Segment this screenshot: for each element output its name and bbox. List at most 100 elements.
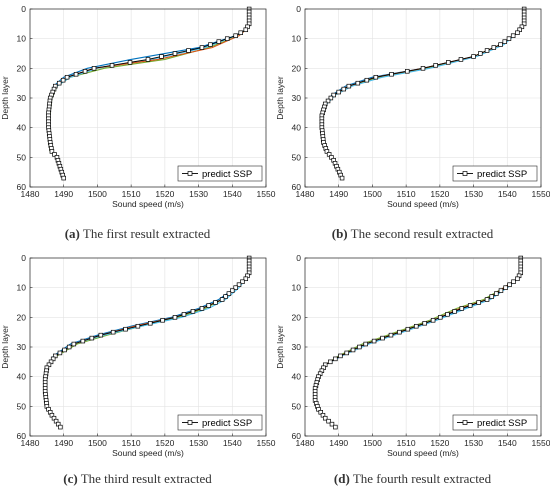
- caption-d: (d) The fourth result extracted: [275, 471, 550, 487]
- x-tick-label: 1530: [464, 438, 483, 448]
- y-tick-label: 40: [17, 372, 27, 382]
- data-point-marker: [498, 288, 504, 293]
- data-point-marker: [240, 279, 245, 284]
- x-tick-label: 1510: [397, 438, 416, 448]
- data-point-marker: [389, 72, 394, 77]
- x-tick-label: 1540: [223, 438, 242, 448]
- y-tick-label: 60: [17, 182, 27, 192]
- x-axis-label: Sound speed (m/s): [387, 199, 459, 209]
- x-tick-label: 1490: [54, 189, 73, 199]
- data-point-marker: [243, 276, 249, 282]
- data-point-marker: [199, 306, 205, 311]
- data-point-marker: [243, 27, 249, 33]
- x-tick-label: 1540: [223, 189, 242, 199]
- caption-a: (a) The first result extracted: [0, 226, 275, 242]
- chart-b: 1480 1490 1500 1510 1520 1530 1540 1550 0 10 20 30 4…: [275, 4, 550, 209]
- x-tick-label: 1480: [296, 189, 315, 199]
- y-tick-label: 20: [292, 312, 302, 322]
- data-point-marker: [62, 347, 67, 353]
- legend-box: [452, 414, 538, 431]
- y-tick-label: 10: [292, 34, 302, 44]
- x-tick-label: 1510: [122, 438, 141, 448]
- data-point-marker: [346, 83, 352, 89]
- data-point-marker: [388, 332, 394, 338]
- x-tick-label: 1500: [88, 189, 107, 199]
- y-tick-label: 50: [292, 152, 302, 162]
- x-tick-label: 1510: [122, 189, 141, 199]
- y-tick-label: 0: [21, 253, 26, 263]
- data-point-marker: [233, 285, 238, 290]
- x-tick-label: 1540: [498, 438, 517, 448]
- data-point-marker: [507, 282, 512, 287]
- data-point-marker: [405, 326, 411, 332]
- data-point-marker: [49, 149, 55, 154]
- legend-marker: [462, 171, 468, 176]
- legend-label: predict SSP: [202, 169, 252, 180]
- data-point-marker: [326, 418, 331, 424]
- data-point-marker: [89, 335, 95, 341]
- data-point-marker: [494, 291, 499, 296]
- data-point-marker: [478, 51, 483, 56]
- x-tick-label: 1520: [430, 189, 449, 199]
- data-point-marker: [64, 74, 70, 80]
- data-point-marker: [98, 332, 104, 338]
- y-tick-label: 40: [17, 123, 27, 133]
- data-point-marker: [414, 323, 419, 329]
- data-point-marker: [135, 323, 141, 329]
- y-axis-label: Depth layer: [275, 76, 285, 120]
- data-point-marker: [471, 54, 476, 59]
- x-tick-label: 1550: [532, 189, 550, 199]
- data-point-marker: [331, 92, 336, 98]
- data-point-marker: [127, 60, 133, 65]
- data-point-marker: [328, 359, 333, 365]
- y-tick-label: 50: [292, 401, 302, 411]
- data-point-marker: [489, 294, 494, 299]
- legend-box: [177, 414, 263, 431]
- y-tick-label: 10: [17, 34, 27, 44]
- x-tick-label: 1550: [257, 189, 276, 199]
- data-point-marker: [491, 45, 497, 50]
- data-point-marker: [357, 344, 362, 350]
- chart-c: 1480 1490 1500 1510 1520 1530 1540 1550 0 10 20 30 4…: [0, 253, 276, 458]
- legend-box: [452, 165, 538, 182]
- x-tick-label: 1500: [363, 438, 382, 448]
- data-point-marker: [226, 291, 232, 296]
- data-point-marker: [422, 321, 427, 326]
- y-tick-label: 30: [17, 93, 27, 103]
- x-tick-label: 1490: [54, 438, 73, 448]
- y-tick-label: 0: [296, 253, 301, 263]
- y-tick-label: 20: [17, 63, 27, 73]
- data-point-marker: [208, 42, 213, 47]
- data-point-marker: [145, 57, 151, 62]
- data-point-marker: [510, 33, 516, 38]
- y-tick-label: 60: [17, 431, 27, 441]
- data-point-marker: [515, 30, 520, 35]
- x-axis-label: Sound speed (m/s): [112, 448, 184, 458]
- data-point-marker: [502, 39, 508, 44]
- legend-label: predict SSP: [477, 169, 527, 180]
- data-point-marker: [458, 57, 464, 62]
- data-point-marker: [350, 347, 356, 353]
- caption-d-text: The fourth result extracted: [349, 471, 492, 486]
- y-axis-label: Depth layer: [0, 325, 10, 369]
- data-point-marker: [223, 294, 228, 299]
- y-tick-label: 50: [17, 152, 27, 162]
- caption-d-label: (d): [333, 471, 350, 486]
- legend-marker: [462, 420, 468, 425]
- data-point-marker: [511, 279, 516, 284]
- data-point-marker: [186, 48, 191, 53]
- data-point-marker: [224, 36, 230, 41]
- chart-a: 1480 1490 1500 1510 1520 1530 1540 1550 0 10 20 30 4…: [0, 4, 276, 209]
- data-point-marker: [181, 312, 187, 317]
- x-tick-label: 1490: [329, 438, 348, 448]
- data-point-marker: [430, 318, 436, 323]
- data-point-marker: [322, 415, 328, 421]
- y-tick-label: 40: [292, 123, 302, 133]
- y-tick-label: 20: [292, 63, 302, 73]
- y-tick-label: 10: [17, 283, 27, 293]
- caption-b-label: (b): [331, 226, 348, 241]
- y-tick-label: 30: [292, 93, 302, 103]
- data-point-marker: [336, 89, 341, 95]
- caption-c: (c) The third result extracted: [0, 471, 275, 487]
